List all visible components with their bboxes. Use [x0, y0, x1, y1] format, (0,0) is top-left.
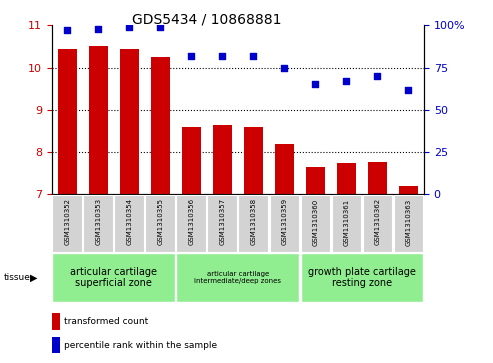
Text: GSM1310363: GSM1310363 [405, 198, 412, 245]
Text: GSM1310354: GSM1310354 [126, 198, 132, 245]
Bar [52, 253, 175, 302]
Bar [213, 126, 232, 194]
Text: percentile rank within the sample: percentile rank within the sample [64, 341, 217, 350]
Bar [306, 167, 325, 194]
Bar [182, 127, 201, 194]
Bar [52, 337, 60, 354]
Bar [275, 144, 294, 194]
Text: growth plate cartilage
resting zone: growth plate cartilage resting zone [308, 267, 416, 289]
Text: GDS5434 / 10868881: GDS5434 / 10868881 [132, 13, 282, 27]
Text: articular cartilage
intermediate/deep zones: articular cartilage intermediate/deep zo… [194, 271, 282, 284]
Point [374, 73, 382, 79]
Bar [332, 195, 361, 252]
Bar [208, 195, 237, 252]
Text: GSM1310362: GSM1310362 [375, 198, 381, 245]
Bar [52, 195, 82, 252]
Bar [368, 162, 387, 194]
Bar [89, 46, 107, 194]
Bar [176, 195, 206, 252]
Point [94, 26, 102, 32]
Text: GSM1310361: GSM1310361 [344, 198, 350, 245]
Bar [301, 195, 330, 252]
Text: articular cartilage
superficial zone: articular cartilage superficial zone [70, 267, 157, 289]
Point [187, 53, 195, 59]
Bar [399, 186, 418, 194]
Bar [151, 57, 170, 194]
Text: GSM1310360: GSM1310360 [313, 198, 318, 245]
Point [343, 78, 351, 84]
Bar [362, 195, 392, 252]
Text: GSM1310357: GSM1310357 [219, 198, 225, 245]
Point [218, 53, 226, 59]
Text: GSM1310356: GSM1310356 [188, 198, 194, 245]
Text: transformed count: transformed count [64, 317, 148, 326]
Point [63, 28, 71, 33]
Bar [145, 195, 175, 252]
Point [156, 24, 164, 30]
Text: GSM1310355: GSM1310355 [157, 198, 163, 245]
Point [312, 82, 319, 87]
Bar [239, 195, 268, 252]
Text: GSM1310353: GSM1310353 [95, 198, 101, 245]
Bar [120, 49, 139, 194]
Bar [176, 253, 299, 302]
Bar [244, 127, 263, 194]
Text: tissue: tissue [4, 273, 31, 282]
Bar [337, 163, 356, 194]
Bar [83, 195, 113, 252]
Text: GSM1310359: GSM1310359 [282, 198, 287, 245]
Text: GSM1310358: GSM1310358 [250, 198, 256, 245]
Bar [52, 313, 60, 330]
Text: ▶: ▶ [30, 273, 37, 283]
Bar [270, 195, 299, 252]
Bar [114, 195, 144, 252]
Point [281, 65, 288, 70]
Bar [301, 253, 423, 302]
Bar [393, 195, 423, 252]
Point [405, 87, 413, 93]
Point [249, 53, 257, 59]
Bar [58, 49, 76, 194]
Text: GSM1310352: GSM1310352 [64, 198, 70, 245]
Point [125, 24, 133, 30]
